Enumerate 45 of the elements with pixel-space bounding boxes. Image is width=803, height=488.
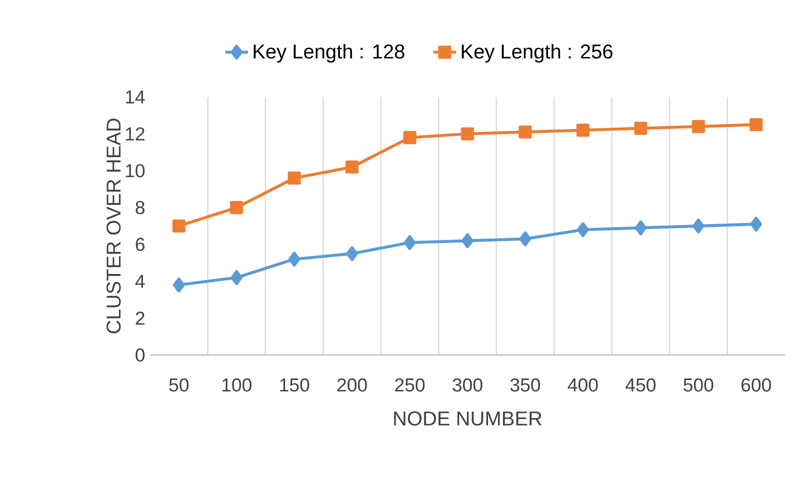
y-tick-label: 14 bbox=[126, 90, 145, 104]
point bbox=[750, 118, 763, 132]
y-axis-title: CLUSTER OVER HEAD bbox=[106, 118, 121, 334]
point bbox=[346, 160, 359, 174]
x-tick-label: 150 bbox=[280, 378, 310, 392]
point bbox=[576, 124, 590, 137]
point bbox=[403, 130, 416, 144]
x-axis-title: NODE NUMBER bbox=[394, 411, 542, 426]
point bbox=[230, 201, 244, 214]
point bbox=[576, 222, 589, 238]
point bbox=[172, 219, 186, 233]
y-tick-label: 10 bbox=[126, 164, 145, 178]
legend-label: Key Length : 128 bbox=[254, 44, 404, 63]
y-tick-label: 12 bbox=[126, 127, 144, 140]
x-tick-label: 250 bbox=[395, 378, 425, 392]
point bbox=[230, 270, 243, 286]
point bbox=[750, 216, 762, 232]
x-tick-label: 400 bbox=[568, 378, 598, 392]
x-tick-label: 100 bbox=[222, 378, 252, 392]
point bbox=[404, 235, 416, 250]
x-tick-label: 200 bbox=[337, 378, 367, 392]
point bbox=[518, 125, 532, 139]
x-tick-label: 350 bbox=[510, 378, 540, 392]
x-tick-label: 50 bbox=[169, 378, 189, 392]
x-tick-label: 600 bbox=[742, 378, 771, 392]
y-tick-label: 0 bbox=[136, 348, 145, 362]
point bbox=[519, 231, 532, 246]
point bbox=[462, 233, 474, 248]
point bbox=[692, 120, 705, 134]
point bbox=[460, 127, 474, 140]
point bbox=[288, 252, 300, 267]
point bbox=[288, 172, 301, 185]
x-tick-label: 450 bbox=[626, 378, 656, 392]
y-tick-label: 6 bbox=[136, 238, 144, 252]
y-tick-label: 4 bbox=[135, 274, 145, 288]
point bbox=[692, 218, 704, 234]
point bbox=[634, 220, 647, 236]
x-tick-label: 500 bbox=[684, 378, 714, 392]
point bbox=[634, 122, 648, 135]
x-tick-label: 300 bbox=[452, 378, 482, 392]
y-tick-label: 2 bbox=[136, 312, 144, 325]
legend-label: Key Length : 256 bbox=[462, 44, 612, 63]
y-tick-label: 8 bbox=[136, 200, 144, 214]
point bbox=[346, 246, 358, 262]
point bbox=[172, 277, 185, 292]
